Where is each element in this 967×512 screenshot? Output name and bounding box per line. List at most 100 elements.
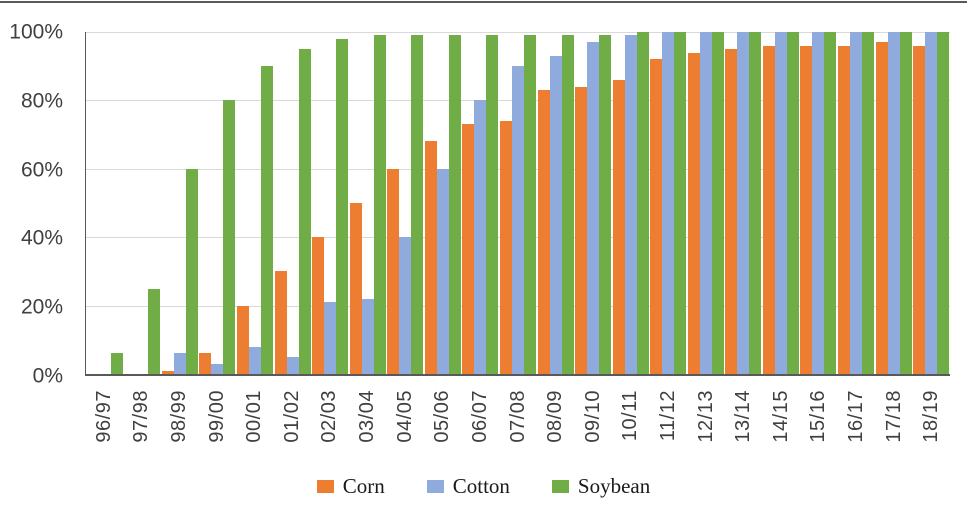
legend-swatch-icon-soybean [551,479,569,493]
bar-corn-16-17 [838,45,851,374]
x-tick-cell-14-15: 14/15 [762,382,800,454]
chart-legend: Corn Cotton Soybean [0,470,967,502]
bar-soybean-14-15 [786,32,799,374]
bar-corn-10-11 [612,79,625,374]
legend-label-corn: Corn [342,473,385,498]
x-tick-label-02-03: 02/03 [318,390,341,443]
x-tick-cell-99-00: 99/00 [198,382,236,454]
bar-corn-05-06 [424,141,437,374]
y-axis-tick-labels: 0% 20% 40% 60% 80% 100% [0,22,63,387]
x-tick-label-97-98: 97/98 [130,390,153,443]
bar-corn-03-04 [349,203,362,374]
x-tick-cell-00-01: 00/01 [235,382,273,454]
bar-cotton-03-04 [361,298,374,374]
bar-group-17-18 [875,32,913,374]
bar-group-03-04 [349,32,387,374]
bar-soybean-96-97 [110,353,123,374]
legend-item-soybean: Soybean [551,473,651,498]
bar-series-container [86,32,950,374]
x-axis-tick-labels: 96/97 97/98 98/99 99/00 00/01 01/02 02/03 03/04… [85,382,950,454]
bar-group-10-11 [612,32,650,374]
x-tick-label-03-04: 03/04 [356,390,379,443]
x-tick-cell-07-08: 07/08 [499,382,537,454]
x-tick-cell-96-97: 96/97 [85,382,123,454]
x-tick-label-07-08: 07/08 [506,390,529,443]
legend-swatch-icon-corn [316,479,334,493]
x-tick-label-09-10: 09/10 [581,390,604,443]
x-tick-label-01-02: 01/02 [280,390,303,443]
x-tick-cell-17-18: 17/18 [875,382,913,454]
plot-area [85,32,950,376]
bar-group-01-02 [274,32,312,374]
bar-corn-15-16 [800,45,813,374]
bar-cotton-05-06 [436,168,449,374]
x-tick-label-17-18: 17/18 [882,390,905,443]
bar-soybean-17-18 [899,32,912,374]
bar-soybean-04-05 [411,35,424,374]
bar-corn-14-15 [762,45,775,374]
bar-corn-02-03 [312,237,325,374]
bar-group-96-97 [86,32,124,374]
bar-group-07-08 [499,32,537,374]
bar-cotton-15-16 [812,32,825,374]
bar-corn-18-19 [913,45,926,374]
bar-corn-04-05 [387,168,400,374]
y-tick-label-80: 80% [20,89,63,113]
bar-soybean-15-16 [824,32,837,374]
bar-group-00-01 [236,32,274,374]
x-tick-cell-11-12: 11/12 [649,382,687,454]
bar-soybean-05-06 [448,35,461,374]
bar-cotton-18-19 [925,32,938,374]
bar-cotton-00-01 [249,346,262,374]
bar-soybean-16-17 [862,32,875,374]
bar-corn-01-02 [274,271,287,374]
bar-corn-08-09 [537,90,550,374]
bar-corn-17-18 [875,42,888,374]
bar-soybean-18-19 [937,32,950,374]
bar-cotton-07-08 [511,66,524,374]
x-tick-cell-04-05: 04/05 [386,382,424,454]
bar-corn-99-00 [199,353,212,374]
x-tick-label-96-97: 96/97 [92,390,115,443]
bar-soybean-11-12 [674,32,687,374]
x-tick-label-16-17: 16/17 [844,390,867,443]
bar-corn-12-13 [687,52,700,374]
bar-group-13-14 [725,32,763,374]
x-tick-label-13-14: 13/14 [732,390,755,443]
y-tick-label-60: 60% [20,158,63,182]
x-tick-cell-02-03: 02/03 [311,382,349,454]
bar-corn-09-10 [575,86,588,374]
x-tick-cell-10-11: 10/11 [612,382,650,454]
x-tick-cell-97-98: 97/98 [123,382,161,454]
bar-soybean-09-10 [599,35,612,374]
x-tick-label-08-09: 08/09 [544,390,567,443]
x-tick-label-11-12: 11/12 [656,390,679,442]
legend-label-cotton: Cotton [452,473,510,498]
x-tick-cell-05-06: 05/06 [423,382,461,454]
y-tick-label-100: 100% [9,20,63,44]
bar-group-11-12 [649,32,687,374]
bar-cotton-04-05 [399,237,412,374]
x-tick-cell-01-02: 01/02 [273,382,311,454]
bar-soybean-13-14 [749,32,762,374]
x-tick-cell-12-13: 12/13 [687,382,725,454]
bar-group-02-03 [311,32,349,374]
bar-group-97-98 [124,32,162,374]
bar-corn-11-12 [650,59,663,374]
bar-corn-00-01 [237,305,250,374]
x-tick-cell-13-14: 13/14 [724,382,762,454]
x-tick-cell-08-09: 08/09 [536,382,574,454]
x-tick-cell-18-19: 18/19 [912,382,950,454]
bar-group-12-13 [687,32,725,374]
legend-item-corn: Corn [316,473,385,498]
bar-group-18-19 [912,32,950,374]
x-tick-label-18-19: 18/19 [920,390,943,443]
bar-soybean-99-00 [223,100,236,374]
legend-label-soybean: Soybean [577,473,651,498]
legend-item-cotton: Cotton [426,473,510,498]
top-divider-rule [0,1,967,3]
bar-soybean-97-98 [148,288,161,374]
bar-group-05-06 [424,32,462,374]
y-tick-label-20: 20% [20,295,63,319]
gridline-100 [86,32,950,33]
